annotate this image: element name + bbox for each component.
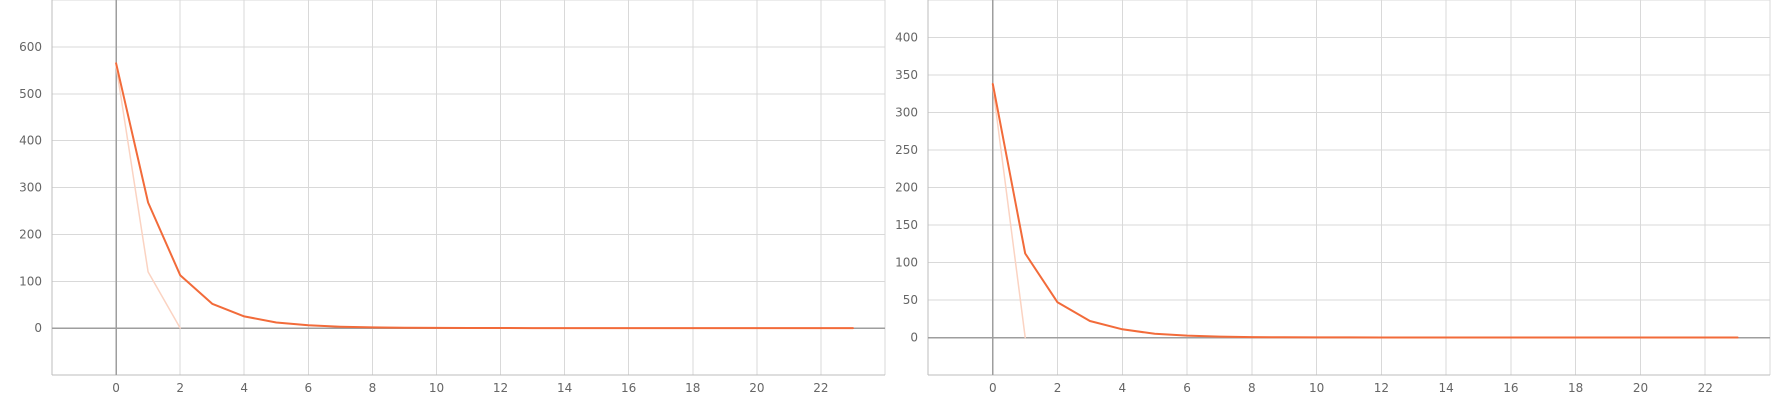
x-tick-label: 4 [240, 381, 248, 395]
series-line-2 [991, 83, 1739, 339]
x-tick-label: 22 [1698, 381, 1713, 395]
x-tick-label: 12 [1374, 381, 1389, 395]
y-tick-label: 50 [903, 293, 918, 307]
y-tick-label: 600 [19, 40, 42, 54]
x-tick-label: 14 [1439, 381, 1454, 395]
y-tick-label: 500 [19, 87, 42, 101]
chart-panel-1: 0 100 200 300 400 500 600 0 2 4 6 8 10 12 14 16 18 20 22 [19, 0, 886, 395]
x-tick-label: 10 [1309, 381, 1324, 395]
y-tick-label: 200 [895, 181, 918, 195]
series-line-1 [115, 64, 181, 329]
x-tick-label: 10 [429, 381, 444, 395]
y-tick-label: 0 [34, 321, 42, 335]
y-tick-label: 400 [19, 134, 42, 148]
y-tick-label: 350 [895, 68, 918, 82]
x-tick-label: 8 [1248, 381, 1256, 395]
x-tick-label: 22 [813, 381, 828, 395]
x-tick-label: 0 [989, 381, 997, 395]
x-tick-label: 8 [369, 381, 377, 395]
y-tick-label: 0 [910, 331, 918, 345]
y-tick-label: 100 [895, 256, 918, 270]
y-tick-label: 300 [895, 106, 918, 120]
x-tick-label: 18 [685, 381, 700, 395]
series-line-2 [115, 62, 854, 330]
x-tick-label: 16 [621, 381, 636, 395]
x-tick-label: 18 [1568, 381, 1583, 395]
y-tick-label: 400 [895, 31, 918, 45]
series-line-1 [992, 85, 1026, 339]
y-tick-label: 200 [19, 227, 42, 241]
y-tick-label: 150 [895, 218, 918, 232]
y-tick-label: 250 [895, 143, 918, 157]
x-tick-label: 16 [1503, 381, 1518, 395]
x-tick-label: 20 [749, 381, 764, 395]
x-tick-label: 12 [493, 381, 508, 395]
x-tick-label: 2 [1054, 381, 1062, 395]
x-tick-label: 6 [304, 381, 312, 395]
y-tick-label: 100 [19, 274, 42, 288]
x-tick-label: 0 [112, 381, 120, 395]
x-tick-label: 2 [176, 381, 184, 395]
y-tick-label: 300 [19, 181, 42, 195]
chart-panel-2: 0 50 100 150 200 250 300 350 400 0 2 4 6 8 10 12 14 16 18 2… [895, 0, 1771, 395]
x-tick-label: 4 [1118, 381, 1126, 395]
x-tick-label: 20 [1633, 381, 1648, 395]
x-tick-label: 6 [1183, 381, 1191, 395]
x-tick-label: 14 [557, 381, 572, 395]
